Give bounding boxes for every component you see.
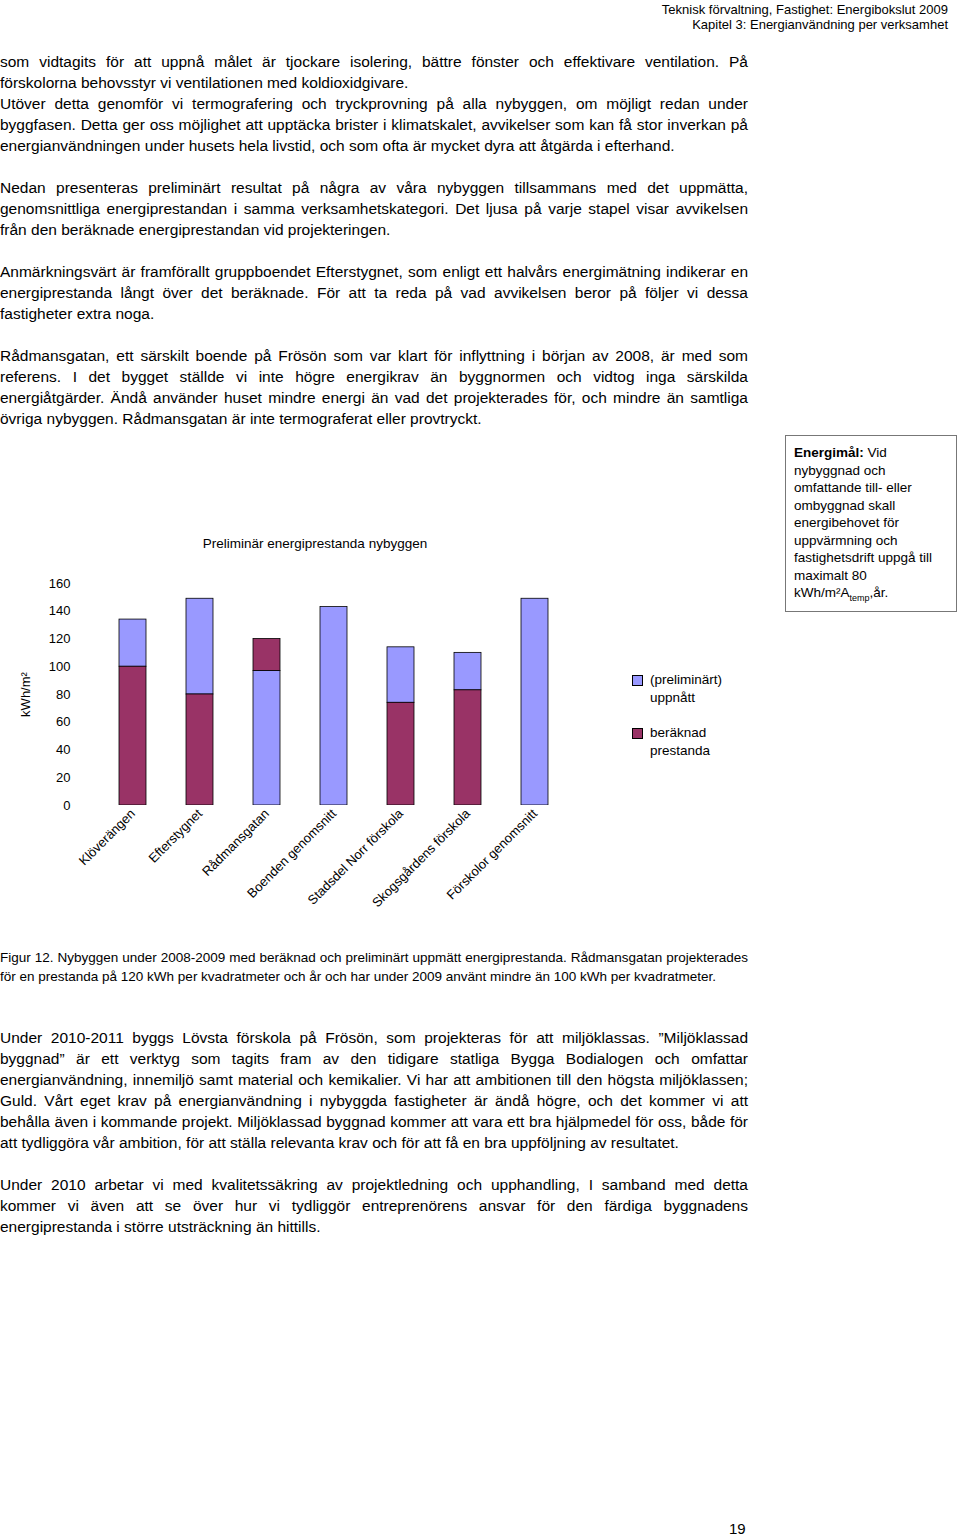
html-text:Figur 12. Nybyggen under 2008-: Figur 12. Nybyggen under 2008-2009 med b…: [0, 950, 748, 984]
svg-text:Rådmansgatan: Rådmansgatan: [199, 806, 272, 879]
html-text:beräknad prestanda: beräknad prestanda: [650, 725, 710, 758]
html-text:Rådmansgatan, ett särskilt boe: Rådmansgatan, ett särskilt boende på Frö…: [0, 347, 748, 427]
html-text:Under 2010 arbetar vi med kval: Under 2010 arbetar vi med kvalitetssäkri…: [0, 1176, 748, 1235]
svg-text:Boenden genomsnitt: Boenden genomsnitt: [244, 806, 340, 901]
svg-text:Efterstygnet: Efterstygnet: [145, 806, 205, 866]
html-text:som vidtagits för att uppnå må: som vidtagits för att uppnå målet är tjo…: [0, 53, 748, 91]
html-text:Under 2010-2011 byggs Lövsta f: Under 2010-2011 byggs Lövsta förskola på…: [0, 1029, 748, 1151]
html-text:Energimål: Vid nybyggnad och o: Energimål: Vid nybyggnad och omfattande …: [794, 445, 933, 603]
svg-text:140: 140: [49, 603, 71, 618]
html-text:(preliminärt) uppnått: (preliminärt) uppnått: [650, 672, 722, 705]
svg-text:80: 80: [56, 687, 70, 702]
svg-text:Klöverängen: Klöverängen: [76, 806, 138, 868]
html-text:Kapitel 3: Energianvändning pe: Kapitel 3: Energianvändning per verksamh…: [692, 17, 948, 32]
html-text:Preliminär energiprestanda nyb: Preliminär energiprestanda nybyggen: [202, 536, 428, 551]
svg-text:160: 160: [49, 576, 71, 591]
html-text:19: 19: [729, 1520, 746, 1537]
svg-text:60: 60: [56, 714, 70, 729]
html-text:Teknisk förvaltning, Fastighet: Teknisk förvaltning, Fastighet: Energibo…: [661, 2, 948, 17]
svg-text:kWh/m²: kWh/m²: [18, 671, 33, 716]
svg-text:40: 40: [56, 742, 70, 757]
html-text:Anmärkningsvärt är framförallt: Anmärkningsvärt är framförallt gruppboen…: [0, 263, 748, 322]
html-text:Nedan presenteras preliminärt: Nedan presenteras preliminärt resultat p…: [0, 179, 748, 238]
svg-text:Förskolor genomsnitt: Förskolor genomsnitt: [444, 806, 541, 903]
svg-text:Stadsdel Norr förskola: Stadsdel Norr förskola: [304, 806, 407, 908]
svg-text:20: 20: [56, 770, 70, 785]
svg-text:Skogsgårdens förskola: Skogsgårdens förskola: [368, 806, 474, 911]
svg-text:100: 100: [49, 659, 71, 674]
svg-text:0: 0: [63, 798, 70, 813]
svg-text:120: 120: [49, 631, 71, 646]
html-text:Utöver detta genomför vi termo: Utöver detta genomför vi termografering …: [0, 95, 748, 154]
